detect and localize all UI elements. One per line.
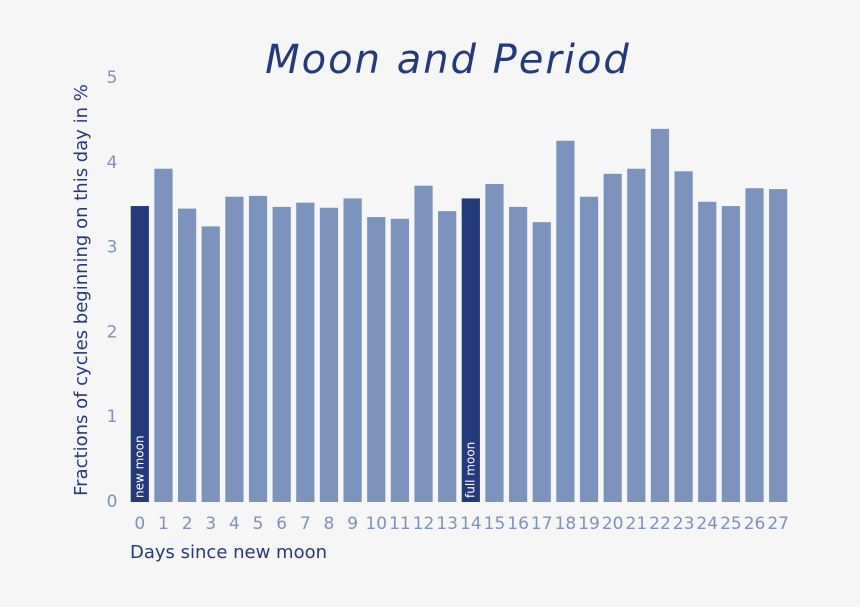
bar bbox=[178, 208, 197, 503]
bar bbox=[272, 206, 291, 502]
x-tick-label: 23 bbox=[673, 514, 695, 534]
bar bbox=[343, 198, 362, 502]
x-tick-label: 4 bbox=[229, 514, 240, 534]
x-tick-label: 15 bbox=[484, 514, 506, 534]
y-tick-label: 2 bbox=[107, 322, 118, 342]
x-tick-label: 12 bbox=[413, 514, 435, 534]
bar bbox=[461, 198, 480, 502]
bar bbox=[201, 226, 220, 502]
bar bbox=[319, 207, 339, 502]
bar bbox=[721, 206, 740, 502]
x-tick-label: 21 bbox=[626, 514, 648, 534]
x-tick-label: 25 bbox=[720, 514, 742, 534]
x-tick-label: 27 bbox=[767, 514, 789, 534]
x-tick-label: 1 bbox=[158, 514, 169, 534]
bar bbox=[603, 173, 622, 502]
bar bbox=[390, 218, 409, 502]
chart-title: Moon and Period bbox=[265, 37, 631, 83]
bar bbox=[579, 196, 599, 502]
bar bbox=[650, 128, 670, 502]
x-tick-label: 10 bbox=[365, 514, 387, 534]
bar bbox=[532, 222, 551, 502]
x-tick-label: 7 bbox=[300, 514, 311, 534]
x-tick-label: 11 bbox=[389, 514, 411, 534]
x-tick-label: 9 bbox=[347, 514, 358, 534]
x-tick-label: 16 bbox=[507, 514, 529, 534]
y-tick-label: 1 bbox=[107, 407, 118, 427]
bar bbox=[414, 185, 433, 503]
y-tick-label: 5 bbox=[107, 68, 118, 88]
bar bbox=[130, 206, 149, 502]
x-tick-label: 24 bbox=[696, 514, 718, 534]
x-tick-label: 8 bbox=[324, 514, 335, 534]
bar bbox=[438, 211, 457, 503]
bar bbox=[367, 217, 386, 502]
x-tick-label: 26 bbox=[744, 514, 766, 534]
bar bbox=[296, 202, 315, 502]
bar bbox=[225, 196, 244, 502]
bar bbox=[674, 171, 693, 502]
x-tick-label: 22 bbox=[649, 514, 671, 534]
bar bbox=[485, 184, 504, 502]
bar bbox=[248, 195, 268, 502]
bar-annotation: full moon bbox=[463, 442, 477, 498]
bar bbox=[627, 168, 646, 502]
y-tick-label: 4 bbox=[107, 153, 118, 173]
bar bbox=[509, 206, 528, 502]
bar bbox=[745, 188, 764, 503]
x-tick-label: 6 bbox=[276, 514, 287, 534]
x-tick-label: 0 bbox=[134, 514, 145, 534]
x-tick-label: 3 bbox=[205, 514, 216, 534]
x-tick-label: 14 bbox=[460, 514, 482, 534]
x-tick-label: 20 bbox=[602, 514, 624, 534]
x-tick-label: 13 bbox=[436, 514, 458, 534]
x-axis-label: Days since new moon bbox=[130, 542, 327, 563]
x-tick-label: 2 bbox=[182, 514, 193, 534]
x-tick-label: 5 bbox=[253, 514, 264, 534]
bar bbox=[556, 140, 575, 502]
y-tick-label: 0 bbox=[107, 492, 118, 512]
y-axis-label: Fractions of cycles beginning on this da… bbox=[71, 84, 92, 496]
y-tick-label: 3 bbox=[107, 238, 118, 258]
x-tick-label: 18 bbox=[555, 514, 577, 534]
bar bbox=[698, 201, 717, 503]
bar-annotation: new moon bbox=[132, 435, 146, 498]
x-tick-label: 17 bbox=[531, 514, 553, 534]
bar bbox=[769, 189, 788, 502]
x-tick-label: 19 bbox=[578, 514, 600, 534]
bar bbox=[154, 168, 173, 502]
